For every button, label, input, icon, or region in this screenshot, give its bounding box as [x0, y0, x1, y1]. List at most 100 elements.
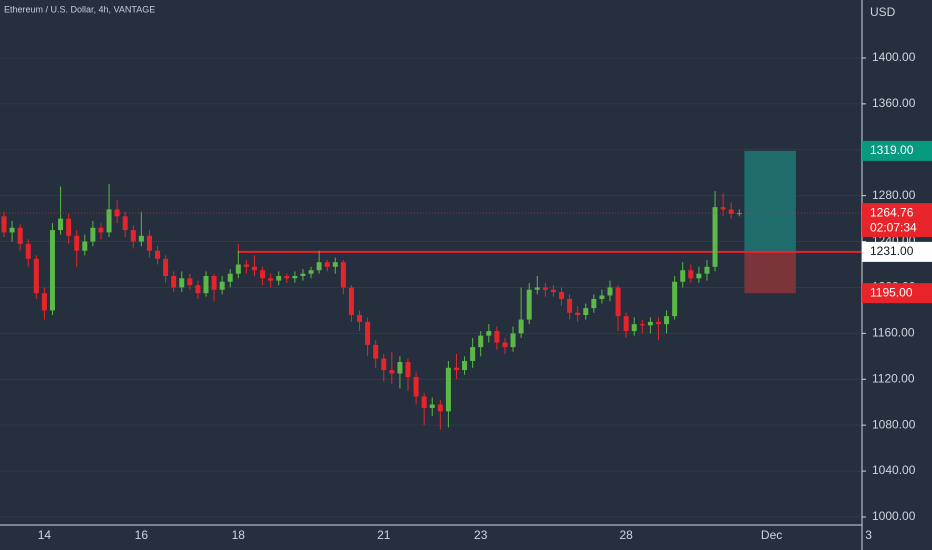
candle-body [397, 362, 403, 374]
candle-body [688, 270, 694, 279]
candle-body [260, 270, 266, 279]
candle-body [155, 250, 161, 259]
y-tick-label: 1160.00 [872, 326, 915, 340]
x-tick-label: 23 [474, 528, 488, 542]
candle-body [696, 273, 702, 279]
candle-body [324, 262, 330, 267]
candle-body [163, 258, 169, 276]
stop-zone [744, 251, 796, 294]
candle-body [195, 285, 201, 294]
x-tick-label: 28 [619, 528, 633, 542]
candle-body [292, 275, 298, 279]
candle-body [736, 213, 742, 215]
line-badge-bg [862, 241, 932, 262]
candle-body [33, 258, 39, 294]
candle-body [494, 331, 500, 343]
target-badge-bg [862, 140, 932, 161]
y-tick-label: 1400.00 [872, 50, 916, 64]
candle-body [437, 404, 443, 412]
y-tick-label: 1000.00 [872, 509, 916, 523]
chart-title: Ethereum / U.S. Dollar, 4h, VANTAGE [4, 4, 155, 14]
candle-body [171, 275, 177, 288]
candle-body [219, 281, 225, 290]
candle-body [575, 312, 581, 315]
candle-body [340, 262, 346, 288]
candle-body [421, 396, 427, 408]
candle-body [243, 264, 249, 267]
candle-body [365, 321, 371, 345]
candle-body [1, 216, 7, 233]
price-badge: 1264.76 [870, 205, 914, 219]
candle-body [122, 216, 128, 231]
target-zone [744, 150, 796, 252]
candle-body [284, 275, 290, 279]
axis-unit: USD [870, 5, 896, 19]
candle-body [704, 266, 710, 274]
x-tick-label: Dec [761, 528, 782, 542]
candle-body [445, 367, 451, 412]
candle-body [276, 275, 282, 281]
candle-body [9, 227, 15, 233]
candle-body [49, 230, 55, 311]
plot-area [0, 57, 862, 518]
candle-body [518, 319, 524, 334]
candle-body [559, 292, 565, 299]
candle-body [567, 298, 573, 313]
candle-body [389, 370, 395, 374]
candle-body [300, 273, 306, 276]
stop-badge: 1195.00 [870, 285, 913, 299]
candle-body [25, 243, 31, 259]
x-tick-label: 3 [865, 528, 872, 542]
candle-body [631, 324, 637, 332]
candle-body [639, 324, 645, 326]
candle-body [413, 376, 419, 397]
candle-body [235, 264, 241, 274]
candle-body [478, 335, 484, 348]
candle-body [357, 315, 363, 322]
candle-body [664, 316, 670, 325]
candle-body [583, 308, 589, 315]
target-badge: 1319.00 [870, 143, 914, 157]
y-tick-label: 1280.00 [872, 188, 916, 202]
candle-body [348, 287, 354, 315]
candle-body [58, 218, 64, 231]
candle-body [453, 367, 459, 371]
candle-body [106, 209, 112, 233]
price-axis: 1000.001040.001080.001120.001160.001200.… [862, 50, 932, 523]
candle-body [550, 289, 556, 293]
y-tick-label: 1120.00 [872, 371, 915, 385]
x-tick-label: 21 [377, 528, 391, 542]
candle-body [591, 298, 597, 309]
line-badge: 1231.00 [870, 244, 914, 258]
candle-body [308, 270, 314, 274]
candle-body [17, 227, 23, 244]
candle-body [655, 321, 661, 325]
candle-body [90, 227, 96, 242]
candle-body [534, 287, 540, 290]
candle-body [680, 270, 686, 282]
y-tick-label: 1360.00 [872, 96, 916, 110]
candle-body [66, 218, 72, 236]
candle-body [502, 342, 508, 348]
candle-body [712, 207, 718, 267]
candle-body [373, 344, 379, 359]
y-tick-label: 1040.00 [872, 463, 916, 477]
candle-body [647, 321, 653, 326]
candle-body [615, 287, 621, 317]
candle-body [462, 360, 468, 371]
candle-body [526, 289, 532, 320]
x-tick-label: 16 [135, 528, 149, 542]
candle-body [98, 227, 104, 233]
candle-body [405, 362, 411, 377]
x-tick-label: 14 [38, 528, 52, 542]
candle-body [251, 266, 257, 271]
candle-body [607, 287, 613, 296]
candle-body [211, 275, 217, 290]
price-axis-panel [862, 0, 932, 550]
candle-body [623, 316, 629, 332]
candle-body [130, 230, 136, 242]
candle-body [187, 278, 193, 286]
candle-body [720, 207, 726, 210]
stop-badge-bg [862, 283, 932, 304]
